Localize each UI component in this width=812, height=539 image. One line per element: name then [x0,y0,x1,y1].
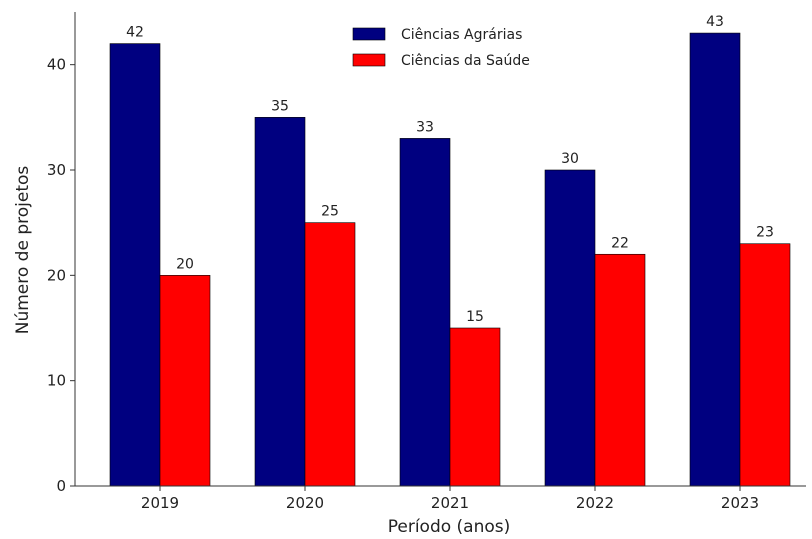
bar-saude-2021 [449,327,501,487]
bars-layer [109,32,791,487]
data-label-agrarias-2019: 42 [126,25,144,41]
bar-saude-2020 [304,222,356,487]
x-tick-label-2020: 2020 [286,494,324,512]
data-labels-layer: 42 20 35 25 33 15 30 22 43 23 [126,14,774,325]
y-tick-label-0: 0 [56,477,66,495]
y-tick-label-10: 10 [47,372,66,390]
x-tick-label-2021: 2021 [431,494,469,512]
legend-swatch-saude [352,53,386,67]
data-label-agrarias-2020: 35 [271,98,289,114]
x-axis-title: Período (anos) [388,517,511,537]
y-axis-title: Número de projetos [13,166,33,335]
bar-agrarias-2019 [109,43,161,487]
y-tick-label-20: 20 [47,266,66,284]
bar-saude-2023 [739,243,791,487]
data-label-agrarias-2022: 30 [561,151,579,167]
x-tick-label-2022: 2022 [576,494,614,512]
legend: Ciências Agrárias Ciências da Saúde [352,27,530,69]
x-ticks-layer: 2019 2020 2021 2022 2023 [141,486,759,512]
data-label-agrarias-2021: 33 [416,119,434,135]
legend-swatch-agrarias [352,27,386,41]
bar-agrarias-2021 [399,138,451,487]
y-tick-label-30: 30 [47,161,66,179]
bar-agrarias-2022 [544,169,596,487]
bar-agrarias-2020 [254,117,306,487]
data-label-agrarias-2023: 43 [706,14,724,30]
data-label-saude-2022: 22 [611,235,629,251]
x-tick-label-2019: 2019 [141,494,179,512]
legend-label-saude: Ciências da Saúde [401,53,530,69]
data-label-saude-2019: 20 [176,256,194,272]
bar-saude-2022 [594,253,646,487]
x-tick-label-2023: 2023 [721,494,759,512]
data-label-saude-2020: 25 [321,204,339,220]
bar-saude-2019 [159,275,211,487]
legend-label-agrarias: Ciências Agrárias [401,27,522,43]
y-ticks-layer: 0 10 20 30 40 [47,56,75,495]
data-label-saude-2021: 15 [466,309,484,325]
data-label-saude-2023: 23 [756,225,774,241]
y-tick-label-40: 40 [47,56,66,74]
bar-agrarias-2023 [689,32,741,487]
